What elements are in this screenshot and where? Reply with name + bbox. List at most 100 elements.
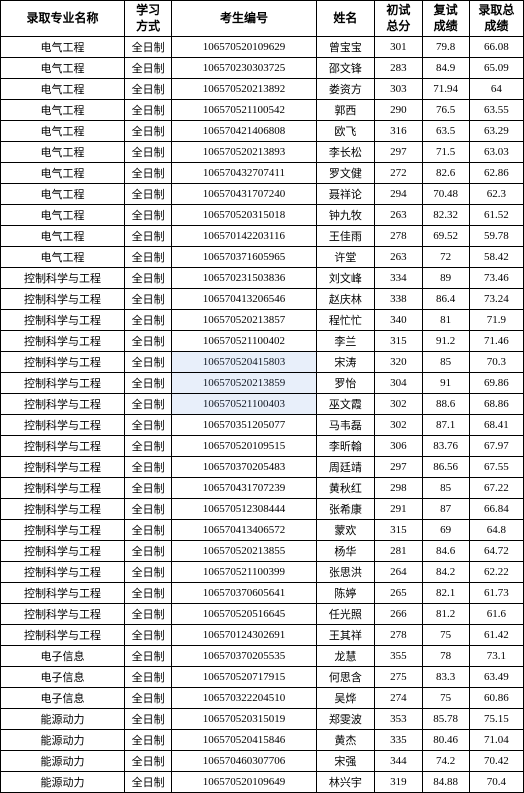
major-cell: 控制科学与工程 [1, 352, 125, 373]
score1-cell: 334 [375, 268, 422, 289]
mode-cell: 全日制 [124, 457, 171, 478]
major-cell: 控制科学与工程 [1, 310, 125, 331]
examno-cell: 106570520717915 [172, 667, 316, 688]
score1-cell: 344 [375, 751, 422, 772]
score1-cell: 302 [375, 415, 422, 436]
name-cell: 程忙忙 [316, 310, 375, 331]
examno-cell: 106570371605965 [172, 247, 316, 268]
major-cell: 控制科学与工程 [1, 499, 125, 520]
score3-cell: 61.52 [469, 205, 523, 226]
name-cell: 何思含 [316, 667, 375, 688]
score1-cell: 306 [375, 436, 422, 457]
score1-cell: 355 [375, 646, 422, 667]
score1-cell: 301 [375, 37, 422, 58]
table-row: 电子信息全日制106570322204510吴烨2747560.86 [1, 688, 524, 709]
score2-cell: 86.56 [422, 457, 469, 478]
score3-cell: 61.6 [469, 604, 523, 625]
table-row: 控制科学与工程全日制106570520213859罗怡3049169.86 [1, 373, 524, 394]
score1-cell: 353 [375, 709, 422, 730]
major-cell: 电气工程 [1, 163, 125, 184]
score3-cell: 70.4 [469, 772, 523, 793]
table-row: 电气工程全日制106570521100542郭西29076.563.55 [1, 100, 524, 121]
score2-cell: 76.5 [422, 100, 469, 121]
score1-cell: 340 [375, 310, 422, 331]
mode-cell: 全日制 [124, 289, 171, 310]
score3-cell: 62.22 [469, 562, 523, 583]
major-cell: 控制科学与工程 [1, 541, 125, 562]
table-row: 能源动力全日制106570460307706宋强34474.270.42 [1, 751, 524, 772]
name-cell: 黄秋红 [316, 478, 375, 499]
score3-cell: 61.42 [469, 625, 523, 646]
mode-cell: 全日制 [124, 373, 171, 394]
score2-cell: 84.2 [422, 562, 469, 583]
name-cell: 林兴宇 [316, 772, 375, 793]
score2-cell: 70.48 [422, 184, 469, 205]
major-cell: 电气工程 [1, 205, 125, 226]
examno-cell: 106570520109515 [172, 436, 316, 457]
table-row: 电气工程全日制106570432707411罗文健27282.662.86 [1, 163, 524, 184]
major-cell: 控制科学与工程 [1, 436, 125, 457]
score3-cell: 64 [469, 79, 523, 100]
mode-cell: 全日制 [124, 709, 171, 730]
mode-cell: 全日制 [124, 226, 171, 247]
score2-cell: 91 [422, 373, 469, 394]
score2-cell: 80.46 [422, 730, 469, 751]
score2-cell: 88.6 [422, 394, 469, 415]
major-cell: 控制科学与工程 [1, 289, 125, 310]
score2-cell: 75 [422, 625, 469, 646]
examno-cell: 106570520415803 [172, 352, 316, 373]
examno-cell: 106570322204510 [172, 688, 316, 709]
table-row: 控制科学与工程全日制106570370605641陈婷26582.161.73 [1, 583, 524, 604]
table-row: 控制科学与工程全日制106570521100399张思洪26484.262.22 [1, 562, 524, 583]
examno-cell: 106570370205483 [172, 457, 316, 478]
score3-cell: 62.86 [469, 163, 523, 184]
score3-cell: 66.08 [469, 37, 523, 58]
examno-cell: 106570231503836 [172, 268, 316, 289]
score1-cell: 302 [375, 394, 422, 415]
score2-cell: 86.4 [422, 289, 469, 310]
name-cell: 张希康 [316, 499, 375, 520]
admission-table: 录取专业名称 学习方式 考生编号 姓名 初试总分 复试成绩 录取总成绩 电气工程… [0, 0, 524, 793]
name-cell: 罗怡 [316, 373, 375, 394]
score3-cell: 63.49 [469, 667, 523, 688]
examno-cell: 106570520109649 [172, 772, 316, 793]
examno-cell: 106570520315018 [172, 205, 316, 226]
examno-cell: 106570512308444 [172, 499, 316, 520]
mode-cell: 全日制 [124, 520, 171, 541]
score1-cell: 298 [375, 478, 422, 499]
major-cell: 控制科学与工程 [1, 331, 125, 352]
examno-cell: 106570351205077 [172, 415, 316, 436]
examno-cell: 106570230303725 [172, 58, 316, 79]
table-row: 控制科学与工程全日制106570521100403巫文霞30288.668.86 [1, 394, 524, 415]
score2-cell: 71.5 [422, 142, 469, 163]
score2-cell: 72 [422, 247, 469, 268]
mode-cell: 全日制 [124, 142, 171, 163]
major-cell: 控制科学与工程 [1, 583, 125, 604]
table-row: 控制科学与工程全日制106570370205483周廷靖29786.5667.5… [1, 457, 524, 478]
major-cell: 控制科学与工程 [1, 457, 125, 478]
name-cell: 任光照 [316, 604, 375, 625]
score2-cell: 81 [422, 310, 469, 331]
examno-cell: 106570413206546 [172, 289, 316, 310]
major-cell: 电气工程 [1, 79, 125, 100]
score1-cell: 263 [375, 247, 422, 268]
score1-cell: 290 [375, 100, 422, 121]
table-row: 控制科学与工程全日制106570520213855杨华28184.664.72 [1, 541, 524, 562]
table-row: 电气工程全日制106570520213893李长松29771.563.03 [1, 142, 524, 163]
name-cell: 李昕翰 [316, 436, 375, 457]
major-cell: 能源动力 [1, 772, 125, 793]
score3-cell: 73.46 [469, 268, 523, 289]
mode-cell: 全日制 [124, 541, 171, 562]
score2-cell: 85 [422, 478, 469, 499]
table-row: 控制科学与工程全日制106570520109515李昕翰30683.7667.9… [1, 436, 524, 457]
examno-cell: 106570520213859 [172, 373, 316, 394]
name-cell: 宋强 [316, 751, 375, 772]
mode-cell: 全日制 [124, 730, 171, 751]
examno-cell: 106570431707240 [172, 184, 316, 205]
header-row: 录取专业名称 学习方式 考生编号 姓名 初试总分 复试成绩 录取总成绩 [1, 1, 524, 37]
score2-cell: 89 [422, 268, 469, 289]
table-row: 电气工程全日制106570520315018钟九牧26382.3261.52 [1, 205, 524, 226]
name-cell: 罗文健 [316, 163, 375, 184]
mode-cell: 全日制 [124, 247, 171, 268]
score3-cell: 65.09 [469, 58, 523, 79]
